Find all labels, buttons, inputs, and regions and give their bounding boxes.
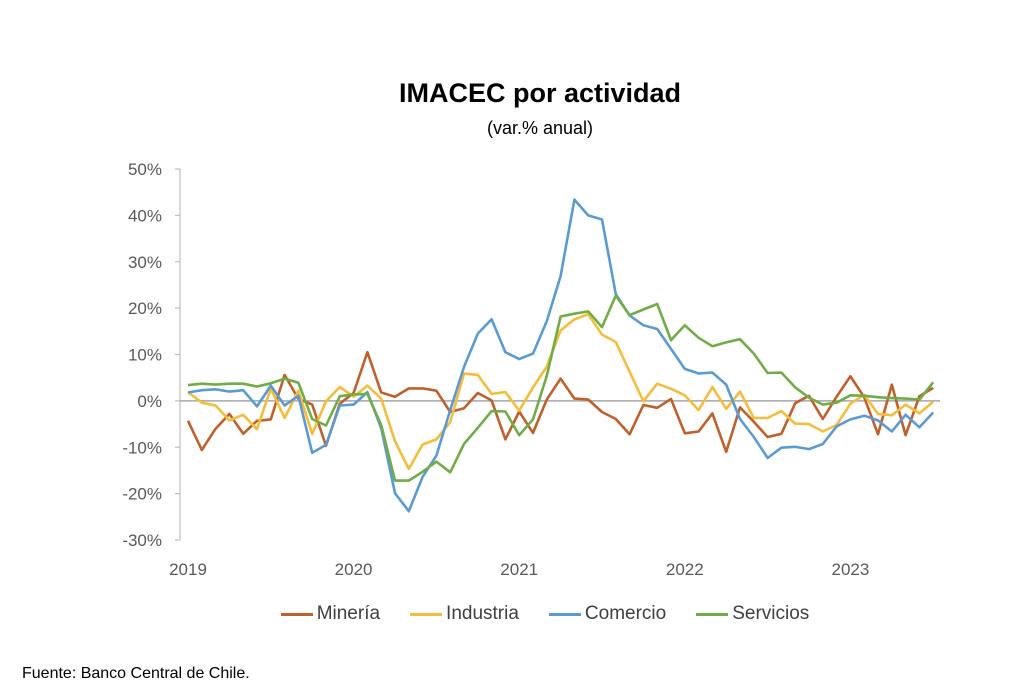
series-lines [186,198,935,513]
legend-label-servicios: Servicios [732,603,810,624]
y-tick-label: 10% [128,346,162,365]
legend-label-industria: Industria [446,603,519,624]
legend-swatch-industria [410,612,443,616]
x-tick-label: 2023 [831,560,869,579]
y-tick-label: -10% [122,438,162,457]
series-line-mineria [186,350,934,454]
chart-title: IMACEC por actividad [398,78,682,108]
x-tick-label: 2021 [500,560,538,579]
legend-item-servicios: Servicios [696,603,809,625]
series-line-industria [187,312,935,471]
legend-item-industria: Industria [410,603,519,625]
legend-label-mineria: Minería [316,603,381,624]
legend-swatch-mineria [280,612,313,616]
legend-item-mineria: Minería [280,603,381,625]
legend-swatch-comercio [548,612,581,616]
y-tick-label: 20% [128,299,162,318]
y-tick-label: 50% [128,160,162,179]
y-tick-label: -30% [122,531,162,550]
legend-swatch-servicios [696,612,729,616]
legend-label-comercio: Comercio [584,603,667,624]
x-tick-label: 2019 [169,560,207,579]
x-tick-label: 2022 [666,560,704,579]
chart-subtitle: (var.% anual) [486,118,594,138]
y-axis: 50% 40% 30% 20% 10% 0% -10% -20% -30% [122,160,181,550]
series-line-comercio [187,198,935,513]
legend-item-comercio: Comercio [548,603,667,625]
y-tick-label: -20% [122,485,162,504]
series-line-servicios [187,294,935,482]
y-tick-label: 40% [128,206,162,225]
x-tick-label: 2020 [335,560,373,579]
x-axis: 2019 2020 2021 2022 2023 [169,400,940,579]
source-note: Fuente: Banco Central de Chile. [22,665,250,682]
legend: Minería Industria Comercio Servicios [0,603,1024,625]
y-tick-label: 0% [137,392,162,411]
y-tick-label: 30% [128,253,162,272]
